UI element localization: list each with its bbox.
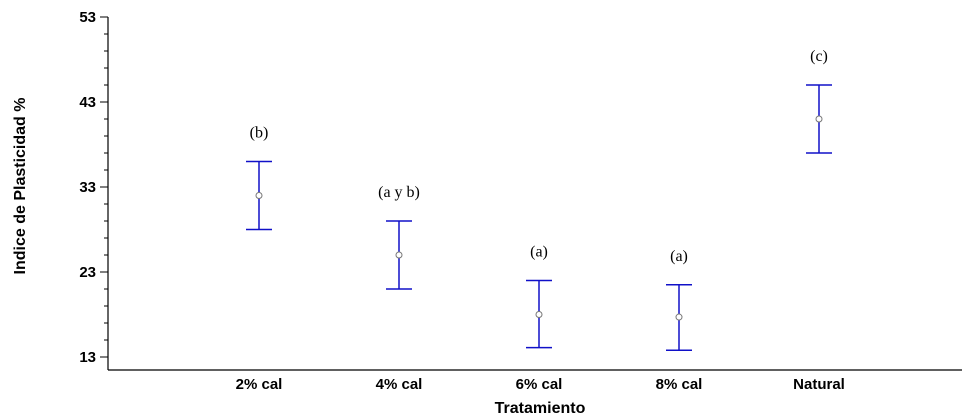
x-ticks: 2% cal 4% cal 6% cal 8% cal Natural	[236, 376, 845, 393]
group-letter-label: (a)	[530, 244, 548, 261]
group-letter-label: (a)	[670, 248, 688, 265]
y-tick-label: 13	[79, 349, 96, 366]
y-tick-label: 43	[79, 94, 96, 111]
series: (b) (a y b) (a) (a) (c)	[246, 48, 832, 351]
x-tick-label: 4% cal	[376, 376, 423, 393]
y-tick-label: 23	[79, 264, 96, 281]
y-ticks: 13 23 33 43 53	[79, 9, 108, 366]
y-axis-title: Indice de Plasticidad %	[12, 98, 29, 275]
mean-point	[535, 311, 543, 318]
group-letter-label: (b)	[250, 125, 269, 142]
interval-group: (a y b)	[378, 184, 420, 290]
x-tick-label: Natural	[793, 376, 845, 393]
mean-point	[395, 251, 403, 259]
mean-point	[675, 313, 683, 321]
x-tick-label: 6% cal	[516, 376, 563, 393]
x-tick-label: 2% cal	[236, 376, 283, 393]
x-tick-label: 8% cal	[656, 376, 703, 393]
mean-point	[815, 115, 823, 123]
x-axis-title: Tratamiento	[495, 400, 586, 417]
group-letter-label: (a y b)	[378, 184, 420, 201]
y-tick-label: 33	[79, 179, 96, 196]
interval-group: (a)	[526, 244, 552, 349]
y-tick-label: 53	[79, 9, 96, 26]
interval-group: (c)	[806, 48, 832, 154]
mean-point	[255, 192, 263, 199]
interval-group: (a)	[666, 248, 692, 351]
axes	[107, 17, 962, 371]
interval-group: (b)	[246, 125, 272, 231]
group-letter-label: (c)	[810, 48, 828, 65]
